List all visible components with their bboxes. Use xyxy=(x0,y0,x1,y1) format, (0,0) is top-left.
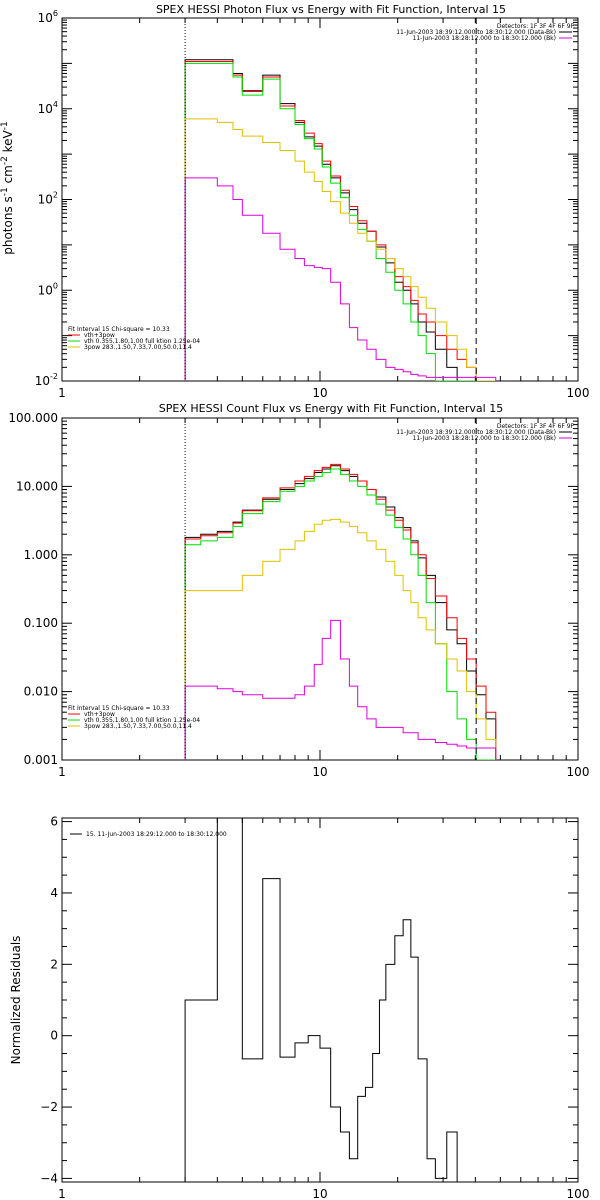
y-tick-exponent: 6 xyxy=(53,9,58,18)
data-layer xyxy=(184,818,477,1182)
x-tick-label: 100 xyxy=(567,386,590,400)
y-tick-label: 0 xyxy=(50,1029,58,1043)
y-tick-label: 2 xyxy=(50,957,58,971)
x-tick-label: 100 xyxy=(567,1187,590,1200)
photon-flux-panel: SPEX HESSI Photon Flux vs Energy with Fi… xyxy=(0,3,589,400)
count-flux-panel: SPEX HESSI Count Flux vs Energy with Fit… xyxy=(8,402,589,779)
series-line-magenta xyxy=(184,619,497,760)
series-line-yellow xyxy=(184,518,497,760)
legend-bottom-text: vth 0.355,1.80,1.00 full ktion 1.25e-04 xyxy=(84,338,200,345)
legend-top-text: 11-Jun-2003 18:39:12.000 to 18:30:12.000… xyxy=(396,429,556,436)
y-tick-label: −4 xyxy=(40,1171,58,1185)
series-line-magenta xyxy=(184,177,497,381)
series-line-black xyxy=(184,59,496,381)
count-flux-plot: 1 10 100 0.001 0.010 0.100 1.000 10.000 100.000 D… xyxy=(8,411,589,779)
y-tick-label: 100 xyxy=(38,281,58,297)
y-tick-label: 0.100 xyxy=(24,616,58,630)
series-line-yellow xyxy=(184,118,496,381)
legend-bottom-text: vth+3pow xyxy=(84,711,115,718)
legend-text: 15. 11-Jun-2003 18:29:12.000 to 18:30:12… xyxy=(86,831,227,838)
y-tick-base: 10 xyxy=(35,374,50,388)
series-line-black xyxy=(184,465,497,760)
photon-flux-ylabel: photons s-1 cm-2 keV-1 xyxy=(0,121,15,255)
y-tick-base: 10 xyxy=(38,193,53,207)
y-tick-label: 0.010 xyxy=(24,685,58,699)
y-tick-exponent: 4 xyxy=(53,100,58,109)
ylabel-part: -2 xyxy=(0,156,10,165)
legend-bottom-text: Fit Interval 15 Chi-square = 10.33 xyxy=(68,705,170,712)
x-tick-label: 10 xyxy=(312,1187,327,1200)
legend-bottom-text: 3pow 283.,1.50,7.33,7.00,50.0,11.4 xyxy=(84,344,192,351)
legend-top-text: Detectors: 1F 3F 4F 6F 9F xyxy=(497,423,575,430)
x-tick-label: 10 xyxy=(312,765,327,779)
x-tick-label: 1 xyxy=(58,765,66,779)
y-tick-base: 10 xyxy=(38,11,53,25)
x-tick-label: 100 xyxy=(567,765,590,779)
ylabel-part: cm xyxy=(1,165,15,187)
y-tick-label: 100.000 xyxy=(8,411,58,425)
y-tick-base: 10 xyxy=(38,283,53,297)
y-tick-label: 102 xyxy=(38,191,58,207)
ylabel-part: -1 xyxy=(0,121,10,130)
legend-bottom-text: 3pow 283.,1.50,7.33,7.00,50.0,11.4 xyxy=(84,723,192,730)
series-line-red xyxy=(184,60,496,381)
y-tick-label: 104 xyxy=(38,100,58,116)
y-tick-label: 1.000 xyxy=(24,548,58,562)
series-line-green xyxy=(184,62,496,381)
ylabel-part: photons s xyxy=(1,196,15,255)
ylabel-part: -1 xyxy=(0,187,10,196)
data-layer xyxy=(184,418,497,760)
ylabel-part: keV xyxy=(1,129,15,156)
y-tick-label: 6 xyxy=(50,815,58,829)
series-line-black xyxy=(184,818,477,1182)
legend-top-text: 11-Jun-2003 18:28:12.000 to 18:30:12.000… xyxy=(413,35,556,42)
y-tick-exponent: 2 xyxy=(53,191,58,200)
y-tick-label: 10.000 xyxy=(16,479,58,493)
y-tick-base: 10 xyxy=(38,102,53,116)
photon-flux-title: SPEX HESSI Photon Flux vs Energy with Fi… xyxy=(156,3,506,16)
series-line-green xyxy=(184,468,496,760)
y-tick-label: 106 xyxy=(38,9,58,25)
x-tick-label: 1 xyxy=(58,1187,66,1200)
legend-bottom-text: vth+3pow xyxy=(84,332,115,339)
legend-bottom-text: vth 0.355,1.80,1.00 full ktion 1.25e-04 xyxy=(84,717,200,724)
y-tick-label: 10-2 xyxy=(35,372,58,388)
y-tick-label: −2 xyxy=(40,1100,58,1114)
y-tick-label: 0.001 xyxy=(24,753,58,767)
residuals-plot: 1 10 100 −4 −2 0 2 4 6 15. 11-Jun-2003 18:29:12.0… xyxy=(40,815,589,1200)
residuals-ylabel: Normalized Residuals xyxy=(9,936,23,1065)
residuals-panel: Normalized Residuals 1 10 100 −4 −2 0 2 4 6 15. 1… xyxy=(9,815,589,1200)
legend-top-text: 11-Jun-2003 18:39:12.000 to 18:30:12.000… xyxy=(396,29,556,36)
x-tick-label: 10 xyxy=(312,386,327,400)
x-tick-label: 1 xyxy=(58,386,66,400)
legend-bottom-text: Fit Interval 15 Chi-square = 10.33 xyxy=(68,326,170,333)
y-tick-exponent: -2 xyxy=(50,372,58,381)
count-flux-title: SPEX HESSI Count Flux vs Energy with Fit… xyxy=(159,402,503,415)
data-layer xyxy=(184,18,497,381)
legend-top-text: 11-Jun-2003 18:28:12.000 to 18:30:12.000… xyxy=(413,435,556,442)
plot-frame xyxy=(61,817,579,1183)
legend-top-text: Detectors: 1F 3F 4F 6F 9F xyxy=(497,23,575,30)
series-line-red xyxy=(184,463,497,760)
y-tick-exponent: 0 xyxy=(53,281,58,290)
y-tick-label: 4 xyxy=(50,886,58,900)
